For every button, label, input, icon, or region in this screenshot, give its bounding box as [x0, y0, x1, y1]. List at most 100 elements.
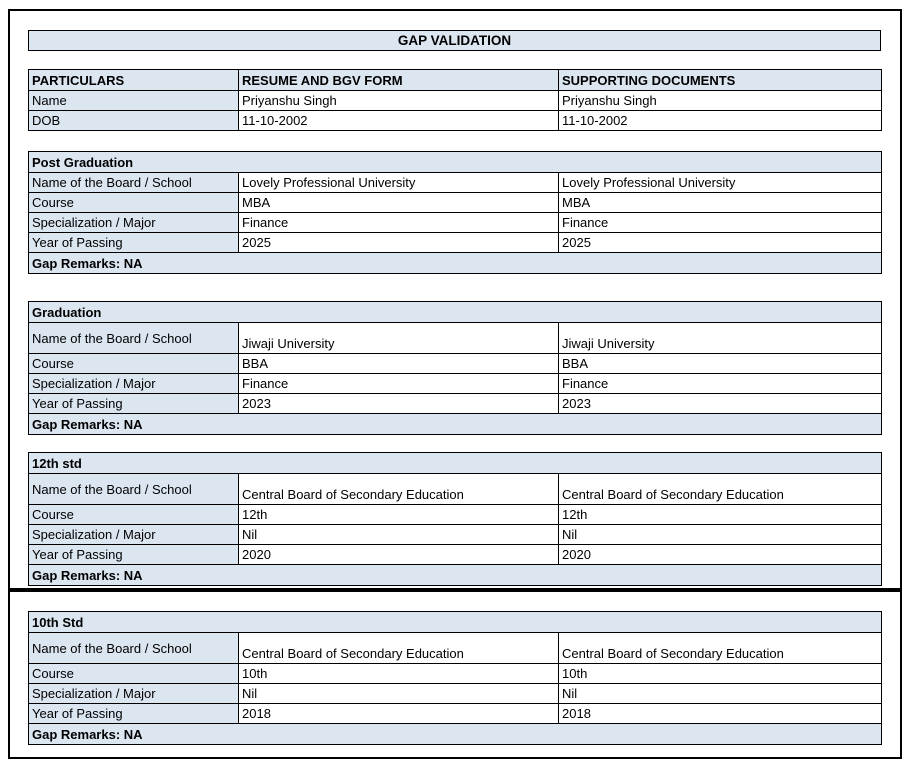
table-row-year: Year of Passing 2020 2020 — [28, 544, 883, 565]
supporting-value-cell: 12th — [557, 504, 883, 525]
table-row-specialization: Specialization / Major Nil Nil — [28, 524, 883, 545]
row-label-cell: Name of the Board / School — [28, 632, 239, 664]
frame-top-content: GAP VALIDATION PARTICULARS RESUME AND BG… — [10, 30, 900, 586]
header-resume-bgv: RESUME AND BGV FORM — [238, 69, 559, 91]
supporting-value-cell: BBA — [557, 353, 883, 374]
particulars-table: PARTICULARS RESUME AND BGV FORM SUPPORTI… — [28, 69, 882, 131]
row-label-cell: Course — [28, 192, 239, 213]
resume-value-cell: Nil — [238, 683, 559, 704]
section-title-row: 12th std — [27, 452, 883, 474]
resume-value-cell: 10th — [238, 663, 559, 684]
gap-remarks: Gap Remarks: NA — [27, 564, 883, 586]
table-row-specialization: Specialization / Major Nil Nil — [28, 683, 883, 704]
supporting-value-cell: Central Board of Secondary Education — [557, 473, 883, 505]
table-row-course: Course MBA MBA — [28, 192, 883, 213]
resume-value-cell: 11-10-2002 — [238, 110, 559, 131]
row-label-cell: Year of Passing — [28, 232, 239, 253]
gap-remarks-row: Gap Remarks: NA — [27, 413, 883, 435]
resume-value-cell: Lovely Professional University — [238, 172, 559, 193]
outer-frame-bottom: 10th Std Name of the Board / School Cent… — [8, 590, 902, 759]
section-title: 10th Std — [27, 611, 883, 633]
table-row-specialization: Specialization / Major Finance Finance — [28, 212, 883, 233]
gap-remarks: Gap Remarks: NA — [27, 723, 883, 745]
row-label-cell: Year of Passing — [28, 703, 239, 724]
resume-value-cell: Jiwaji University — [238, 322, 559, 354]
resume-value-cell: Nil — [238, 524, 559, 545]
gap-remarks-row: Gap Remarks: NA — [27, 252, 883, 274]
particulars-header-row: PARTICULARS RESUME AND BGV FORM SUPPORTI… — [28, 69, 882, 91]
section-title-row: Graduation — [27, 301, 883, 323]
supporting-value-cell: Finance — [557, 373, 883, 394]
tenth-std-table: 10th Std Name of the Board / School Cent… — [27, 611, 883, 745]
table-row-specialization: Specialization / Major Finance Finance — [28, 373, 883, 394]
supporting-value-cell: MBA — [557, 192, 883, 213]
post-graduation-table: Post Graduation Name of the Board / Scho… — [27, 151, 883, 274]
table-row-course: Course 10th 10th — [28, 663, 883, 684]
table-row-course: Course BBA BBA — [28, 353, 883, 374]
gap-remarks: Gap Remarks: NA — [27, 413, 883, 435]
gap-remarks: Gap Remarks: NA — [27, 252, 883, 274]
row-label-cell: Course — [28, 663, 239, 684]
resume-value-cell: Finance — [238, 373, 559, 394]
table-row-course: Course 12th 12th — [28, 504, 883, 525]
section-title: Graduation — [27, 301, 883, 323]
row-label-cell: Course — [28, 504, 239, 525]
supporting-value-cell: Nil — [557, 524, 883, 545]
resume-value-cell: MBA — [238, 192, 559, 213]
row-label-cell: Name of the Board / School — [28, 473, 239, 505]
resume-value-cell: Finance — [238, 212, 559, 233]
resume-value-cell: Central Board of Secondary Education — [238, 473, 559, 505]
supporting-value-cell: Nil — [557, 683, 883, 704]
resume-value-cell: BBA — [238, 353, 559, 374]
gap-remarks-row: Gap Remarks: NA — [27, 723, 883, 745]
table-row-board: Name of the Board / School Central Board… — [28, 632, 883, 664]
resume-value-cell: Central Board of Secondary Education — [238, 632, 559, 664]
row-label-cell: Specialization / Major — [28, 683, 239, 704]
table-row-board: Name of the Board / School Lovely Profes… — [28, 172, 883, 193]
table-row-year: Year of Passing 2018 2018 — [28, 703, 883, 724]
table-row-year: Year of Passing 2025 2025 — [28, 232, 883, 253]
section-title: 12th std — [27, 452, 883, 474]
page-title: GAP VALIDATION — [28, 30, 881, 51]
supporting-value-cell: Central Board of Secondary Education — [557, 632, 883, 664]
resume-value-cell: 2018 — [238, 703, 559, 724]
row-label-cell: Year of Passing — [28, 393, 239, 414]
row-label-cell: Name — [28, 90, 239, 111]
supporting-value-cell: 11-10-2002 — [558, 110, 882, 131]
row-label-cell: Name of the Board / School — [28, 172, 239, 193]
supporting-value-cell: Lovely Professional University — [557, 172, 883, 193]
section-title-row: 10th Std — [27, 611, 883, 633]
supporting-value-cell: 2025 — [557, 232, 883, 253]
resume-value-cell: Priyanshu Singh — [238, 90, 559, 111]
header-supporting-docs: SUPPORTING DOCUMENTS — [558, 69, 882, 91]
gap-remarks-row: Gap Remarks: NA — [27, 564, 883, 586]
resume-value-cell: 12th — [238, 504, 559, 525]
row-label-cell: Year of Passing — [28, 544, 239, 565]
supporting-value-cell: Jiwaji University — [557, 322, 883, 354]
supporting-value-cell: Finance — [557, 212, 883, 233]
frame-bottom-content: 10th Std Name of the Board / School Cent… — [10, 611, 900, 745]
row-label-cell: Specialization / Major — [28, 524, 239, 545]
row-label-cell: Specialization / Major — [28, 373, 239, 394]
row-label-cell: Course — [28, 353, 239, 374]
table-row-board: Name of the Board / School Jiwaji Univer… — [28, 322, 883, 354]
table-row-name: Name Priyanshu Singh Priyanshu Singh — [28, 90, 882, 111]
resume-value-cell: 2025 — [238, 232, 559, 253]
table-row-year: Year of Passing 2023 2023 — [28, 393, 883, 414]
resume-value-cell: 2023 — [238, 393, 559, 414]
supporting-value-cell: 2023 — [557, 393, 883, 414]
outer-frame-top: GAP VALIDATION PARTICULARS RESUME AND BG… — [8, 9, 902, 590]
resume-value-cell: 2020 — [238, 544, 559, 565]
row-label-cell: DOB — [28, 110, 239, 131]
header-particulars: PARTICULARS — [28, 69, 239, 91]
table-row-board: Name of the Board / School Central Board… — [28, 473, 883, 505]
row-label-cell: Specialization / Major — [28, 212, 239, 233]
graduation-table: Graduation Name of the Board / School Ji… — [27, 301, 883, 435]
twelfth-std-table: 12th std Name of the Board / School Cent… — [27, 452, 883, 586]
table-row-dob: DOB 11-10-2002 11-10-2002 — [28, 110, 882, 131]
supporting-value-cell: 2020 — [557, 544, 883, 565]
section-title: Post Graduation — [27, 151, 883, 173]
supporting-value-cell: Priyanshu Singh — [558, 90, 882, 111]
section-title-row: Post Graduation — [27, 151, 883, 173]
supporting-value-cell: 2018 — [557, 703, 883, 724]
